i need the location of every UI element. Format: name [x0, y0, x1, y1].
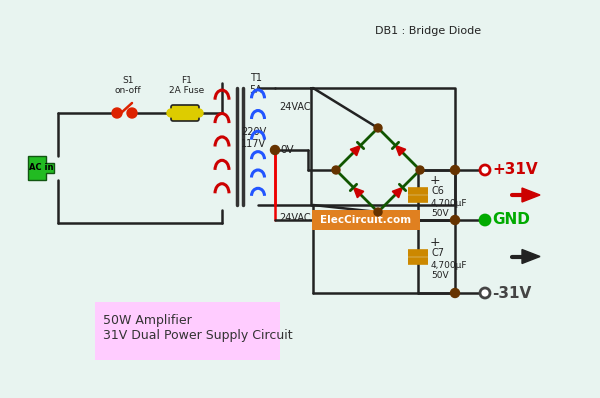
Circle shape [451, 289, 460, 297]
Text: 4,700μF
50V: 4,700μF 50V [431, 261, 467, 280]
Circle shape [112, 108, 122, 118]
Polygon shape [522, 250, 540, 263]
Circle shape [374, 124, 382, 132]
Text: ElecCircuit.com: ElecCircuit.com [320, 215, 412, 225]
Circle shape [374, 208, 382, 216]
Text: 24VAC: 24VAC [279, 102, 311, 112]
Circle shape [195, 109, 203, 117]
Circle shape [480, 215, 490, 225]
Text: T1
5A: T1 5A [250, 73, 262, 95]
Circle shape [332, 166, 340, 174]
Polygon shape [28, 156, 54, 180]
Text: S1
on-off: S1 on-off [115, 76, 142, 95]
Circle shape [480, 165, 490, 175]
Circle shape [451, 166, 460, 174]
Text: F1
2A Fuse: F1 2A Fuse [169, 76, 205, 95]
Circle shape [271, 146, 280, 154]
Text: C7: C7 [431, 248, 444, 258]
Text: AC in: AC in [29, 164, 53, 172]
Circle shape [127, 108, 137, 118]
Text: 50W Amplifier
31V Dual Power Supply Circuit: 50W Amplifier 31V Dual Power Supply Circ… [103, 314, 293, 342]
FancyBboxPatch shape [95, 302, 280, 360]
FancyBboxPatch shape [171, 105, 199, 121]
Text: GND: GND [492, 213, 530, 228]
Text: -31V: -31V [492, 285, 531, 300]
Text: 4,700μF
50V: 4,700μF 50V [431, 199, 467, 219]
Circle shape [167, 109, 175, 117]
Text: 24VAC: 24VAC [279, 213, 311, 223]
Text: 0V: 0V [280, 145, 293, 155]
FancyBboxPatch shape [312, 210, 420, 230]
Polygon shape [350, 145, 361, 156]
Circle shape [480, 288, 490, 298]
Text: C6: C6 [431, 186, 444, 196]
Circle shape [416, 166, 424, 174]
Circle shape [451, 215, 460, 224]
Polygon shape [353, 187, 364, 198]
Polygon shape [395, 145, 406, 156]
Text: +: + [430, 174, 440, 187]
Text: +: + [430, 236, 440, 248]
Polygon shape [392, 187, 403, 198]
Text: 220V
117V: 220V 117V [241, 127, 266, 149]
Text: +31V: +31V [492, 162, 538, 178]
Text: DB1 : Bridge Diode: DB1 : Bridge Diode [375, 26, 481, 36]
Polygon shape [522, 188, 540, 202]
